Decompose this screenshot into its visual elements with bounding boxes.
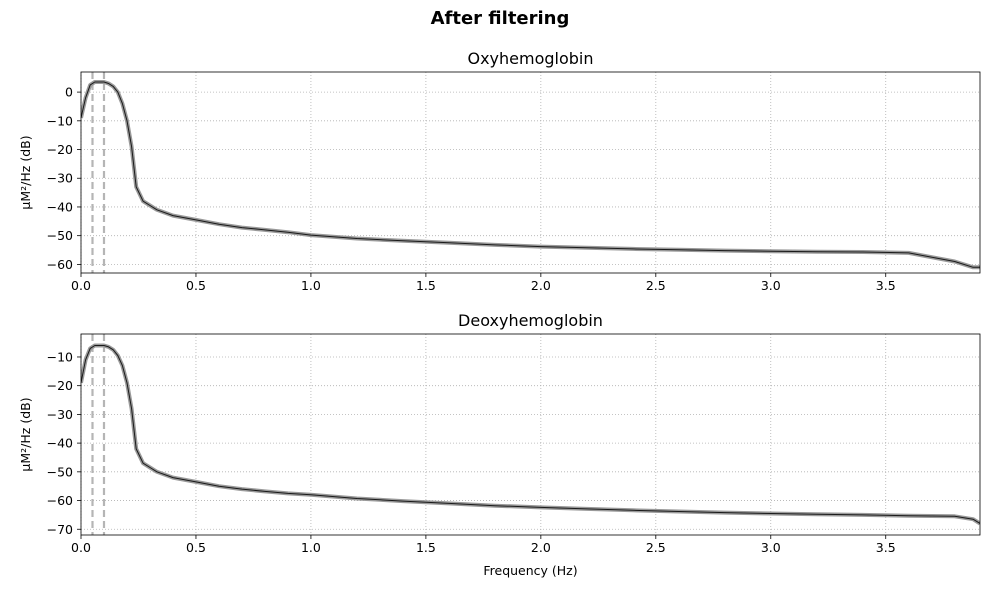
x-tick-label: 0.5: [186, 278, 206, 293]
panel-title: Deoxyhemoglobin: [458, 311, 603, 330]
x-tick-label: 2.0: [531, 540, 551, 555]
y-tick-label: −40: [47, 199, 73, 214]
series-line: [81, 345, 980, 524]
y-tick-label: −60: [47, 257, 73, 272]
y-tick-label: −20: [47, 378, 73, 393]
chart-deoxyhemoglobin: 0.0 0.5 1.0 1.5 2.0 2.5 3.0 3.5 −10 −20 −30 −40 −50 −…: [18, 311, 981, 578]
x-tick-label: 0.0: [71, 540, 91, 555]
y-axis-label: μM²/Hz (dB): [18, 135, 33, 209]
y-tick-label: −60: [47, 493, 73, 508]
y-axis-label: μM²/Hz (dB): [18, 397, 33, 471]
x-tick-label: 1.5: [416, 540, 436, 555]
x-tick-label: 2.5: [646, 540, 666, 555]
panel-title: Oxyhemoglobin: [467, 49, 593, 68]
y-tick-label: −10: [47, 349, 73, 364]
x-tick-label: 2.5: [646, 278, 666, 293]
x-tick-label: 1.0: [301, 540, 321, 555]
y-tick-label: −10: [47, 113, 73, 128]
y-tick-label: −50: [47, 464, 73, 479]
x-tick-label: 3.5: [876, 278, 896, 293]
y-tick-label: 0: [65, 85, 73, 100]
series-band: [81, 80, 980, 270]
x-tick-label: 3.5: [876, 540, 896, 555]
x-tick-label: 1.5: [416, 278, 436, 293]
y-tick-label: −70: [47, 522, 73, 537]
axes-frame: [80, 71, 981, 274]
x-tick-label: 0.5: [186, 540, 206, 555]
x-axis-label: Frequency (Hz): [483, 563, 577, 578]
y-tick-label: −30: [47, 407, 73, 422]
series-line: [81, 81, 980, 268]
chart-oxyhemoglobin: 0.0 0.5 1.0 1.5 2.0 2.5 3.0 3.5 0 −10 −20 −30 −40 −50…: [18, 49, 981, 293]
axes-frame: [80, 333, 981, 536]
x-tick-label: 3.0: [761, 540, 781, 555]
y-tick-label: −40: [47, 436, 73, 451]
x-tick-label: 3.0: [761, 278, 781, 293]
x-tick-label: 0.0: [71, 278, 91, 293]
figure-title: After filtering: [430, 8, 570, 29]
x-tick-label: 1.0: [301, 278, 321, 293]
y-tick-label: −50: [47, 228, 73, 243]
y-tick-label: −30: [47, 171, 73, 186]
x-tick-label: 2.0: [531, 278, 551, 293]
y-tick-label: −20: [47, 142, 73, 157]
series-band: [81, 343, 980, 526]
